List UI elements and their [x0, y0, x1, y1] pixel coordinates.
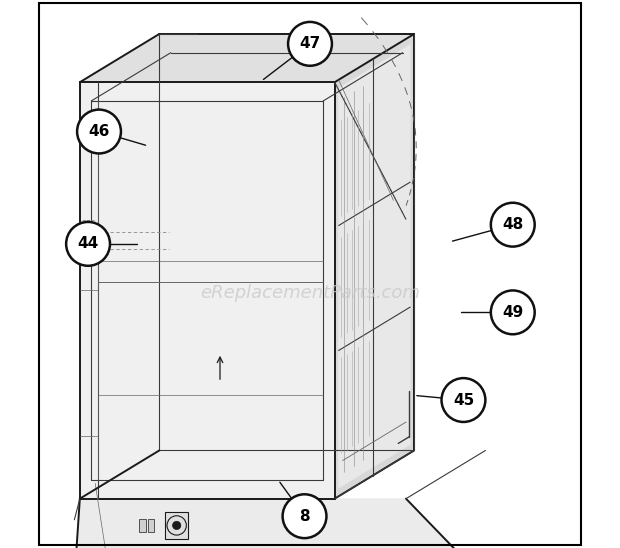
- Bar: [139, 519, 146, 532]
- Text: 47: 47: [299, 36, 321, 52]
- Circle shape: [491, 203, 534, 247]
- Text: 45: 45: [453, 392, 474, 408]
- Circle shape: [288, 22, 332, 66]
- Bar: [148, 519, 154, 532]
- Circle shape: [283, 494, 327, 538]
- Text: 8: 8: [299, 509, 310, 524]
- Text: 46: 46: [88, 124, 110, 139]
- Circle shape: [66, 222, 110, 266]
- Circle shape: [491, 290, 534, 334]
- Polygon shape: [80, 34, 414, 82]
- Text: 49: 49: [502, 305, 523, 320]
- Circle shape: [77, 110, 121, 153]
- Circle shape: [441, 378, 485, 422]
- Polygon shape: [74, 499, 485, 548]
- Bar: [165, 512, 188, 539]
- Text: 48: 48: [502, 217, 523, 232]
- Polygon shape: [339, 45, 410, 488]
- Polygon shape: [335, 34, 414, 499]
- Polygon shape: [80, 82, 335, 499]
- Text: eReplacementParts.com: eReplacementParts.com: [200, 284, 420, 302]
- Text: 44: 44: [78, 236, 99, 252]
- Circle shape: [172, 521, 181, 529]
